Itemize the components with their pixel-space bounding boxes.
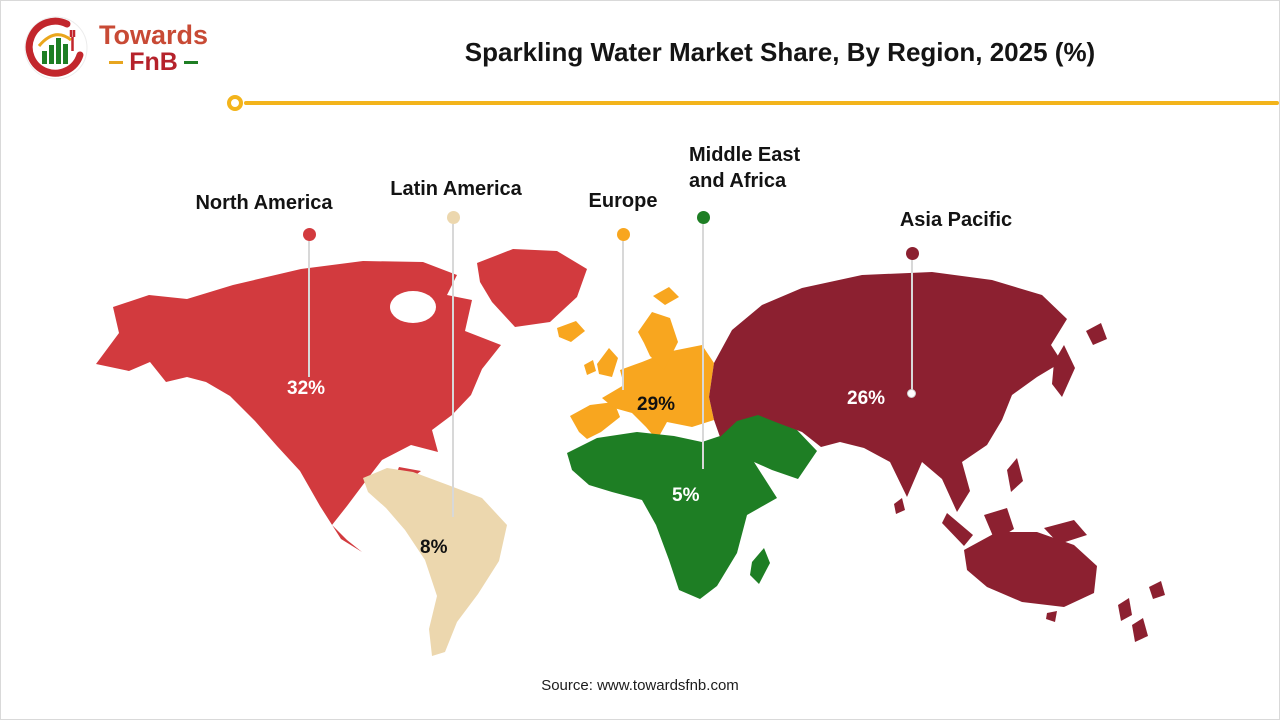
region-label-europe: Europe [588,190,658,212]
marker-dot-asia-pacific [906,247,919,260]
value-label-europe: 29% [637,394,676,415]
leader-endcap-asia-pacific [907,389,916,398]
brand-name-towards: Towards [99,19,209,50]
leader-line-europe [622,241,624,390]
region-label-latin-america: Latin America [390,178,522,200]
region-label-north-america: North America [195,192,333,214]
accent-divider [244,101,1279,105]
leader-line-north-america [308,241,310,377]
leader-line-middle-east-africa [702,224,704,469]
map-region-asia-pacific [709,272,1165,642]
value-label-middle-east-africa: 5% [672,485,700,506]
marker-dot-middle-east-africa [697,211,710,224]
map-region-europe [557,287,714,440]
logo-dash-right [183,61,198,65]
chart-title: Sparkling Water Market Share, By Region,… [464,37,1096,67]
brand-logo-icon [24,16,88,80]
accent-divider-endcap [227,95,243,111]
value-label-north-america: 32% [287,378,326,399]
logo-dash-left [109,61,124,65]
value-label-latin-america: 8% [420,537,448,558]
brand-name-fnb: FnB [99,50,208,75]
brand-logo-text: Towards FnB [99,19,209,76]
marker-dot-north-america [303,228,316,241]
map-region-latin-america [363,468,507,656]
source-text: Source: www.towardsfnb.com [541,677,739,694]
leader-line-asia-pacific [911,260,913,391]
marker-dot-latin-america [447,211,460,224]
value-label-asia-pacific: 26% [847,388,886,409]
region-label-asia-pacific: Asia Pacific [899,209,1013,231]
brand-name-fnb-text: FnB [129,48,178,77]
leader-line-latin-america [452,224,454,517]
brand-logo: Towards FnB [23,15,208,81]
marker-dot-europe [617,228,630,241]
map-region-north-america [96,249,587,552]
map-region-middle-east-africa [567,414,817,599]
region-label-middle-east-africa: Middle East and Africa [689,144,801,192]
